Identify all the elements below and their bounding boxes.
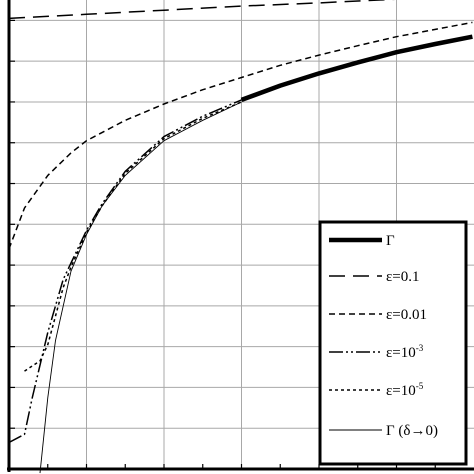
legend-label-1: Γ <box>386 233 395 249</box>
series-line-5 <box>24 101 242 372</box>
series-line-2 <box>9 0 396 20</box>
series-line-1 <box>240 34 473 103</box>
series-line-4 <box>9 99 242 444</box>
legend-label-4: ε=10-3 <box>386 343 424 361</box>
legend-box <box>318 220 468 466</box>
legend-label-5: ε=10-5 <box>386 381 424 399</box>
legend-label-6: Γ (δ→0) <box>386 423 438 439</box>
series-line-3 <box>9 21 473 250</box>
series-line-6 <box>39 101 242 474</box>
legend-label-2: ε=0.1 <box>386 269 420 285</box>
legend-label-3: ε=0.01 <box>386 307 427 323</box>
